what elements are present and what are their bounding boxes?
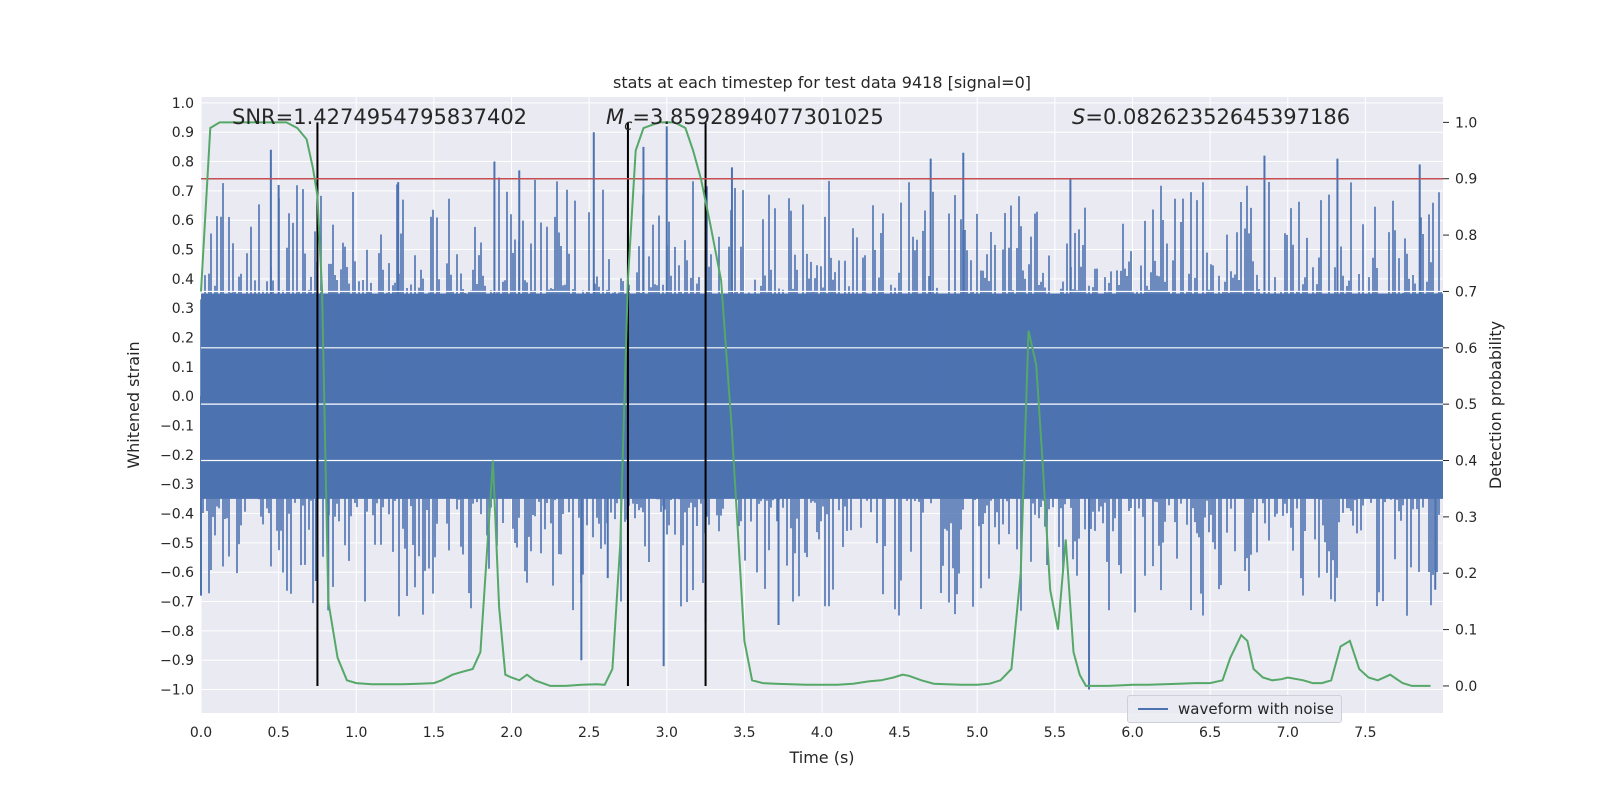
x-tick-label: 7.5: [1354, 725, 1376, 741]
y-left-tick-label: 0.2: [172, 331, 194, 347]
y-right-tick-label: 0.7: [1455, 284, 1477, 300]
detection-probability-line: [200, 121, 1431, 687]
y-left-tick-label: −0.1: [160, 419, 194, 435]
y-left-tick-label: −0.4: [160, 507, 194, 523]
legend: waveform with noise: [1127, 695, 1342, 723]
x-tick-label: 2.0: [500, 725, 522, 741]
y-left-tick-label: 0.6: [172, 213, 194, 229]
s-annotation: S=0.08262352645397186: [1072, 105, 1350, 129]
y-right-tick-label: 0.6: [1455, 341, 1477, 357]
x-tick-label: 4.5: [888, 725, 910, 741]
y-left-tick-labels: 1.0 0.9 0.8 0.7 0.6 0.5 0.4 0.3 0.2 0.1 0.0 −0.1 −0.…: [160, 96, 194, 699]
x-tick-label: 3.5: [733, 725, 755, 741]
x-tick-label: 4.0: [811, 725, 833, 741]
y-left-tick-label: 0.3: [172, 301, 194, 317]
mc-value: =3.8592894077301025: [632, 105, 883, 129]
y-right-tick-labels: 1.0 0.9 0.8 0.7 0.6 0.5 0.4 0.3 0.2 0.1 0.0: [1443, 115, 1477, 695]
x-tick-label: 3.0: [656, 725, 678, 741]
x-axis-label: Time (s): [788, 748, 854, 767]
y-left-tick-label: 0.8: [172, 155, 194, 171]
x-tick-label: 2.5: [578, 725, 600, 741]
band-gridlines: [201, 290, 1443, 462]
x-tick-label: 5.5: [1044, 725, 1066, 741]
x-tick-label: 0.0: [190, 725, 212, 741]
y-left-axis-label: Whitened strain: [124, 341, 143, 468]
x-tick-label: 1.5: [423, 725, 445, 741]
y-right-tick-label: 0.1: [1455, 623, 1477, 639]
y-left-tick-label: −1.0: [160, 683, 194, 699]
y-left-tick-label: −0.6: [160, 565, 194, 581]
y-right-tick-label: 0.3: [1455, 510, 1477, 526]
snr-annotation: SNR=1.4274954795837402: [232, 105, 527, 129]
y-left-tick-label: 0.4: [172, 272, 194, 288]
x-tick-label: 5.0: [966, 725, 988, 741]
mc-symbol: M: [606, 105, 624, 129]
y-left-tick-label: −0.3: [160, 477, 194, 493]
y-right-tick-label: 1.0: [1455, 115, 1477, 131]
y-right-tick-label: 0.8: [1455, 228, 1477, 244]
chart-title: stats at each timestep for test data 941…: [613, 73, 1031, 92]
y-right-tick-label: 0.4: [1455, 454, 1477, 470]
y-right-axis-label: Detection probability: [1486, 321, 1505, 489]
x-tick-label: 7.0: [1277, 725, 1299, 741]
x-tick-label: 6.0: [1121, 725, 1143, 741]
s-value: =0.08262352645397186: [1085, 105, 1350, 129]
legend-label: waveform with noise: [1178, 700, 1334, 718]
y-left-tick-label: 0.0: [172, 389, 194, 405]
y-left-tick-label: −0.2: [160, 448, 194, 464]
y-left-tick-label: −0.7: [160, 595, 194, 611]
y-left-tick-label: 0.1: [172, 360, 194, 376]
x-tick-label: 1.0: [345, 725, 367, 741]
y-left-tick-label: 0.7: [172, 184, 194, 200]
y-left-tick-label: 1.0: [172, 96, 194, 112]
mc-subscript: c: [624, 116, 633, 134]
y-right-tick-label: 0.9: [1455, 172, 1477, 188]
waveform-band: [201, 293, 1443, 499]
y-right-tick-label: 0.2: [1455, 566, 1477, 582]
y-left-tick-label: 0.5: [172, 243, 194, 259]
y-right-tick-label: 0.5: [1455, 397, 1477, 413]
y-left-tick-label: −0.5: [160, 536, 194, 552]
legend-line-icon: [1138, 708, 1168, 710]
chirp-mass-annotation: Mc=3.8592894077301025: [606, 105, 884, 134]
y-right-tick-label: 0.0: [1455, 679, 1477, 695]
y-left-tick-label: −0.9: [160, 653, 194, 669]
y-left-tick-label: 0.9: [172, 125, 194, 141]
x-tick-label: 6.5: [1199, 725, 1221, 741]
s-symbol: S: [1072, 105, 1085, 129]
x-tick-labels: 0.0 0.5 1.0 1.5 2.0 2.5 3.0 3.5 4.0 4.5 5.0 5.5 6.0 6…: [190, 725, 1377, 741]
x-tick-label: 0.5: [267, 725, 289, 741]
y-left-tick-label: −0.8: [160, 624, 194, 640]
